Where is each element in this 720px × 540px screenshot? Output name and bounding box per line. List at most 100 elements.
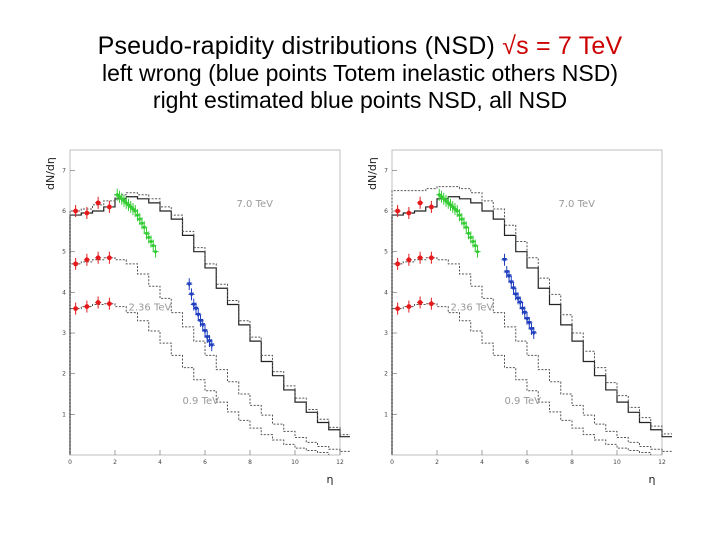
data-point xyxy=(73,208,79,214)
x-tick-label: 10 xyxy=(613,459,621,466)
data-point xyxy=(206,339,213,344)
data-point xyxy=(140,221,144,225)
y-tick-label: 1 xyxy=(384,411,388,418)
data-point xyxy=(117,195,122,199)
y-tick-label: 6 xyxy=(384,208,388,215)
data-point xyxy=(84,210,90,216)
data-point xyxy=(406,257,412,263)
histogram-dotted-3 xyxy=(391,303,652,455)
x-tick-label: 0 xyxy=(68,459,72,466)
data-point xyxy=(501,258,508,263)
data-point xyxy=(508,280,514,285)
data-point xyxy=(466,231,471,235)
data-point xyxy=(147,235,151,240)
data-point xyxy=(528,327,535,332)
data-point xyxy=(510,286,517,292)
data-point xyxy=(455,209,459,213)
data-point xyxy=(504,270,510,275)
x-tick-label: 12 xyxy=(658,459,666,466)
data-point xyxy=(106,301,112,307)
data-point xyxy=(133,209,137,213)
data-point xyxy=(142,225,146,229)
y-tick-label: 2 xyxy=(384,371,388,378)
y-axis-label: dN/dη xyxy=(366,157,379,190)
data-point xyxy=(446,201,450,205)
data-point xyxy=(120,197,124,201)
data-point xyxy=(531,331,537,336)
data-point xyxy=(395,208,401,214)
data-point xyxy=(462,221,466,225)
data-point xyxy=(144,231,149,235)
y-tick-label: 5 xyxy=(384,249,388,256)
x-tick-label: 6 xyxy=(525,459,529,466)
energy-annotation: 0.9 TeV xyxy=(505,396,542,407)
x-axis-label: η xyxy=(649,473,656,486)
data-point xyxy=(126,203,131,207)
data-point xyxy=(515,296,521,302)
data-point xyxy=(95,255,101,261)
data-point xyxy=(188,292,195,298)
x-axis-label: η xyxy=(327,473,334,486)
x-tick-label: 12 xyxy=(336,459,344,466)
x-tick-label: 6 xyxy=(203,459,207,466)
histogram-dotted-2 xyxy=(69,257,350,455)
y-tick-label: 3 xyxy=(384,330,388,337)
data-point xyxy=(471,239,475,244)
data-point xyxy=(124,201,128,205)
data-point xyxy=(406,210,412,216)
data-point xyxy=(451,205,455,209)
data-point xyxy=(519,306,526,312)
data-point xyxy=(202,329,208,334)
title-text: Pseudo-rapidity distributions (NSD) xyxy=(97,32,503,60)
chart-panel-left: 0 2 4 6 8 10 12 1 2 3 4 5 6 7 η dN/dη 7.0 TeV 2.36 TeV 0.9… xyxy=(30,140,350,490)
x-tick-label: 10 xyxy=(291,459,299,466)
title-energy: √s = 7 TeV xyxy=(502,32,623,60)
data-point xyxy=(209,343,215,348)
energy-annotation: 7.0 TeV xyxy=(559,199,596,210)
data-point xyxy=(417,200,423,206)
data-point xyxy=(197,319,204,324)
y-tick-label: 6 xyxy=(62,208,66,215)
histogram-solid-0 xyxy=(69,196,350,455)
x-tick-label: 0 xyxy=(390,459,394,466)
data-point xyxy=(428,255,434,261)
energy-annotation: 7.0 TeV xyxy=(237,199,274,210)
y-tick-label: 3 xyxy=(62,330,66,337)
histogram-dotted-2 xyxy=(391,257,672,455)
chart-panel-right: 0 2 4 6 8 10 12 1 2 3 4 5 6 7 η dN/dη 7.0 TeV 2.36 TeV 0.9… xyxy=(352,140,672,490)
x-tick-label: 4 xyxy=(480,459,484,466)
y-tick-label: 1 xyxy=(62,411,66,418)
data-point xyxy=(437,193,441,197)
data-point xyxy=(517,300,523,306)
data-point xyxy=(84,257,90,263)
x-tick-label: 8 xyxy=(248,459,252,466)
histogram-dotted-1 xyxy=(69,192,350,455)
data-point xyxy=(475,250,480,254)
data-point xyxy=(122,199,126,203)
y-tick-label: 4 xyxy=(384,289,388,296)
data-point xyxy=(417,300,423,305)
data-point xyxy=(522,310,528,316)
data-point xyxy=(84,304,90,309)
y-tick-label: 4 xyxy=(62,289,66,296)
data-point xyxy=(524,316,530,322)
data-point xyxy=(406,304,412,309)
subtitle-right-note: right estimated blue points NSD, all NSD xyxy=(152,87,568,113)
data-point xyxy=(460,217,464,221)
y-tick-label: 7 xyxy=(384,167,388,174)
data-point xyxy=(151,243,155,248)
data-point xyxy=(95,200,101,206)
data-point xyxy=(135,213,140,217)
data-point xyxy=(448,203,453,207)
data-point xyxy=(204,335,210,340)
y-axis-label: dN/dη xyxy=(44,157,57,190)
y-tick-label: 5 xyxy=(62,249,66,256)
subtitle-left-note: left wrong (blue points Totem inelastic … xyxy=(101,60,619,86)
data-point xyxy=(453,207,457,211)
data-point xyxy=(153,250,158,254)
data-point xyxy=(115,193,119,197)
energy-annotation: 2.36 TeV xyxy=(129,303,172,314)
data-point xyxy=(506,274,512,279)
data-point xyxy=(428,204,434,210)
